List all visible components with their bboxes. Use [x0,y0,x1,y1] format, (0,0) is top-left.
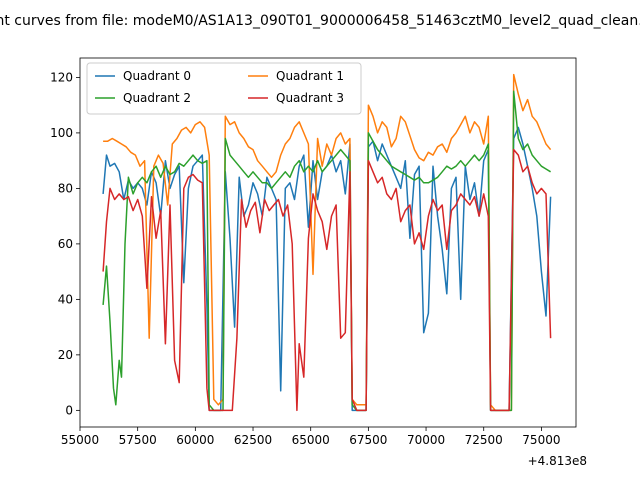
y-axis: 0 20 40 60 80 100 120 [50,70,80,417]
x-tick-label: 60000 [176,433,214,447]
legend-label: Quadrant 2 [123,91,191,105]
x-axis: 55000 57500 60000 62500 65000 67500 70000 72500… [61,427,560,447]
series-line-quadrant-3 [102,148,552,412]
y-tick-label: 120 [50,70,73,84]
y-tick-label: 80 [58,181,73,195]
axes-frame [79,57,577,428]
x-tick-label: 62500 [234,433,272,447]
x-axis-offset-label: +4.813e8 [528,454,587,468]
legend-label: Quadrant 1 [276,69,344,83]
series-line-quadrant-2 [102,90,551,412]
legend-label: Quadrant 3 [276,91,344,105]
series-line-quadrant-1 [103,73,552,412]
x-tick-label: 55000 [61,433,99,447]
plot-area [79,57,577,428]
legend: Quadrant 0 Quadrant 1 Quadrant 2 Quadrant 3 [86,62,362,115]
y-tick-label: 100 [50,126,73,140]
x-tick-label: 75000 [522,433,560,447]
y-tick-label: 20 [58,348,73,362]
x-tick-label: 72500 [465,433,503,447]
legend-box [86,62,362,115]
series-layer [102,73,552,412]
x-tick-label: 70000 [407,433,445,447]
chart-title: Light curves from file: modeM0/AS1A13_09… [0,13,640,29]
x-tick-label: 57500 [119,433,157,447]
x-tick-label: 65000 [292,433,330,447]
y-tick-label: 0 [65,403,73,417]
x-tick-label: 67500 [349,433,387,447]
legend-label: Quadrant 0 [123,69,191,83]
y-tick-label: 40 [58,292,73,306]
y-tick-label: 60 [58,237,73,251]
